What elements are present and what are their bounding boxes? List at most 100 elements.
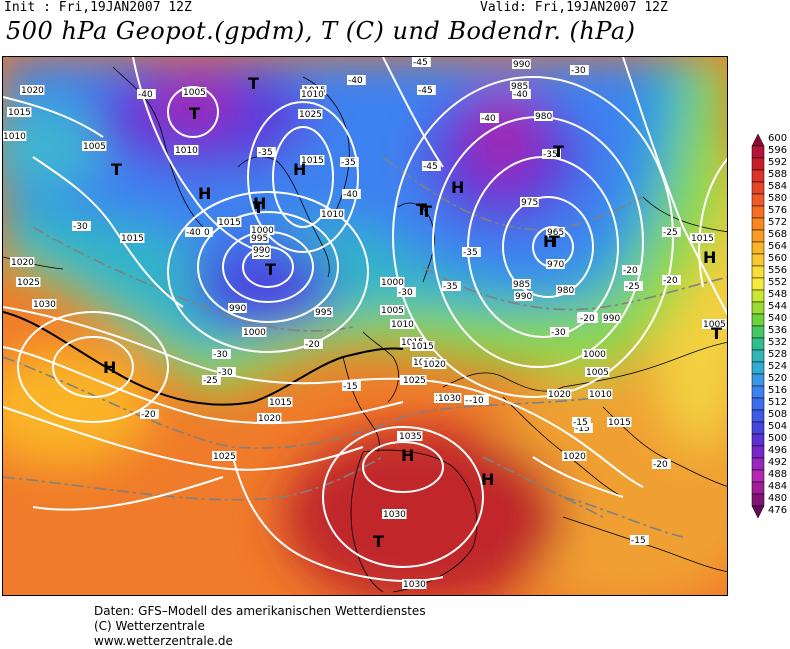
label-box — [402, 375, 427, 385]
label-box — [174, 145, 199, 155]
high-pressure-center: H — [451, 178, 464, 197]
label-box — [579, 313, 598, 323]
copyright-text: (C) Wetterzentrale — [94, 619, 205, 633]
pressure-label: 1010 — [3, 132, 26, 142]
footer: Daten: GFS–Modell des amerikanischen Wet… — [94, 604, 426, 649]
low-pressure-center: T — [416, 200, 427, 219]
legend-value: 500 — [768, 433, 788, 444]
legend-swatch — [751, 361, 765, 375]
pressure-label: 1015 — [269, 398, 292, 408]
label-box — [397, 287, 416, 297]
pressure-label: 1015 — [121, 234, 144, 244]
temperature-label: -15 — [575, 424, 590, 434]
legend-value: 536 — [768, 325, 788, 336]
label-box — [300, 155, 325, 165]
label-box — [252, 245, 271, 255]
pressure-label: 990 — [603, 314, 620, 324]
label-box — [342, 189, 361, 199]
label-box — [702, 319, 727, 329]
label-box — [257, 147, 276, 157]
label-box — [410, 341, 435, 351]
pressure-label: 1010 — [589, 390, 612, 400]
label-box — [10, 257, 35, 267]
pressure-label: 990 — [229, 304, 246, 314]
temperature-label: -40 — [348, 76, 363, 86]
pressure-label: 995 — [315, 308, 332, 318]
label-box — [340, 157, 359, 167]
temperature-label: -15 — [631, 536, 646, 546]
pressure-label: 1020 — [11, 258, 34, 268]
legend-swatch — [751, 205, 765, 219]
label-box — [514, 291, 533, 301]
pressure-label: 985 — [513, 280, 530, 290]
pressure-label: 1025 — [213, 452, 236, 462]
label-box — [185, 227, 204, 237]
pressure-label: 975 — [521, 198, 538, 208]
low-pressure-center: T — [189, 104, 200, 123]
temperature-label: -30 — [571, 66, 586, 76]
pressure-label: 990 — [253, 246, 270, 256]
label-box — [585, 367, 610, 377]
label-box — [402, 579, 427, 589]
pressure-label: 1010 — [321, 210, 344, 220]
temperature-label: -45 — [423, 162, 438, 172]
pressure-label: 1000 — [251, 226, 274, 236]
temperature-label: -40 — [186, 228, 201, 238]
temperature-label: -30 — [551, 328, 566, 338]
label-box — [547, 389, 572, 399]
label-box — [32, 299, 57, 309]
temperature-label: -30 — [73, 222, 88, 232]
label-box — [398, 431, 423, 441]
label-box — [390, 319, 415, 329]
label-box — [380, 305, 405, 315]
legend-value: 556 — [768, 265, 788, 276]
label-box — [662, 275, 681, 285]
temperature-label: -35 — [258, 148, 273, 158]
label-box — [268, 397, 293, 407]
high-pressure-center: H — [703, 248, 716, 267]
legend-value: 516 — [768, 385, 788, 396]
temperature-label: -30 — [398, 288, 413, 298]
legend-swatch — [751, 229, 765, 243]
legend-swatch — [751, 193, 765, 207]
legend-value: 596 — [768, 145, 788, 156]
label-box — [137, 89, 156, 99]
low-pressure-center: T — [253, 198, 264, 217]
legend-swatch — [751, 301, 765, 315]
pressure-label: 1005 — [83, 142, 106, 152]
label-box — [257, 413, 282, 423]
pressure-label: 1005 — [586, 368, 609, 378]
pressure-label: 995 — [251, 234, 268, 244]
label-box — [662, 227, 681, 237]
legend-swatch — [751, 445, 765, 459]
legend-value: 560 — [768, 253, 788, 264]
label-box — [462, 247, 481, 257]
legend-value: 480 — [768, 493, 788, 504]
temperature-label: -15 — [573, 418, 588, 428]
pressure-label: 1005 — [183, 88, 206, 98]
low-pressure-center: T — [421, 202, 432, 221]
legend-value: 496 — [768, 445, 788, 456]
legend-value: 492 — [768, 457, 788, 468]
low-pressure-center: T — [711, 324, 722, 343]
temperature-label: -40 — [481, 114, 496, 124]
pressure-label: 1015 — [608, 418, 631, 428]
legend-swatch — [751, 133, 765, 147]
legend-value: 584 — [768, 181, 788, 192]
legend-swatch — [751, 265, 765, 279]
legend-swatch — [751, 145, 765, 159]
legend-swatch — [751, 493, 765, 507]
legend-colorbar — [751, 133, 765, 519]
legend-value: 600 — [768, 133, 788, 144]
legend-value: 528 — [768, 349, 788, 360]
temperature-label: -35 — [463, 248, 478, 258]
temperature-label: -40 — [513, 90, 528, 100]
label-box — [320, 209, 345, 219]
legend-value: 484 — [768, 481, 788, 492]
temperature-label: -35 — [443, 282, 458, 292]
low-pressure-center: T — [265, 260, 276, 279]
temperature-label: -20 — [141, 410, 156, 420]
legend-value: 592 — [768, 157, 788, 168]
legend-value: 568 — [768, 229, 788, 240]
valid-time: Valid: Fri,19JAN2007 12Z — [480, 0, 668, 15]
